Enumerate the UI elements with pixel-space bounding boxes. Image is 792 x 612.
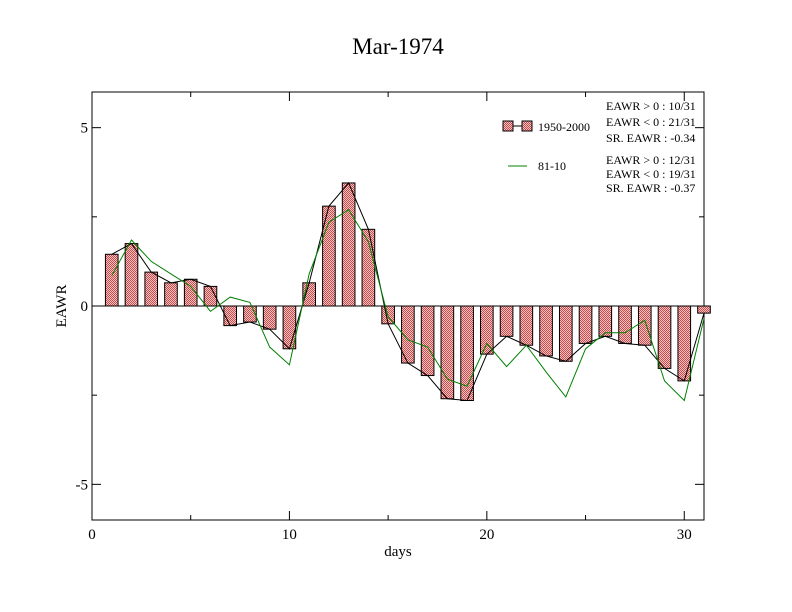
legend-label-1950-2000: 1950-2000 [538, 120, 590, 134]
bar-series-connector-line [111, 182, 705, 402]
line-series-81-10-path [111, 209, 705, 402]
bar-day-3 [144, 271, 159, 307]
bar-day-17 [420, 305, 435, 377]
bar-day-31 [697, 305, 711, 314]
axis-tick-labels: 0 10 20 30 -5 0 5 [76, 121, 692, 543]
bar-day-13 [341, 182, 356, 307]
x-tick-label: 0 [88, 527, 96, 543]
bar-day-25 [578, 305, 593, 344]
legend-swatch-bar [502, 120, 514, 132]
x-tick-label: 10 [282, 527, 297, 543]
stat-line: EAWR < 0 : 19/31 [606, 167, 696, 181]
x-tick-label: 20 [479, 527, 494, 543]
bar-day-18 [440, 305, 455, 400]
chart-title: Mar-1974 [352, 34, 444, 59]
stat-line: EAWR < 0 : 21/31 [606, 115, 696, 129]
bar-day-29 [657, 305, 672, 369]
bar-day-14 [361, 228, 376, 307]
axis-ticks [91, 92, 704, 520]
legend-label-81-10: 81-10 [538, 159, 566, 173]
bar-day-12 [322, 205, 336, 307]
bar-day-20 [480, 305, 494, 355]
legend-entry-81-10: 81-10 EAWR > 0 : 12/31 EAWR < 0 : 19/31 … [508, 153, 696, 195]
bar-day-28 [637, 305, 652, 346]
bar-series-1950-2000 [104, 182, 711, 402]
x-axis-label: days [384, 544, 412, 560]
stat-line: SR. EAWR : -0.34 [606, 131, 695, 145]
bar-day-9 [262, 305, 277, 330]
bar-day-4 [164, 282, 178, 307]
y-tick-label: 5 [81, 121, 89, 137]
y-tick-label: 0 [81, 299, 89, 315]
stat-line: SR. EAWR : -0.37 [606, 181, 695, 195]
bar-day-22 [519, 305, 534, 346]
bar-day-26 [598, 305, 613, 337]
bar-day-30 [677, 305, 692, 382]
stat-line: EAWR > 0 : 10/31 [606, 99, 696, 113]
stat-line: EAWR > 0 : 12/31 [606, 153, 696, 167]
line-series-81-10 [111, 209, 705, 402]
legend-entry-1950-2000: 1950-2000 EAWR > 0 : 10/31 EAWR < 0 : 21… [502, 99, 696, 145]
bar-day-23 [539, 305, 553, 357]
legend-swatch-bar [521, 120, 533, 132]
bar-day-8 [243, 305, 257, 323]
bar-day-24 [558, 305, 573, 362]
bar-day-27 [618, 305, 632, 344]
bar-day-2 [124, 243, 139, 307]
y-axis-label: EAWR [54, 285, 70, 328]
y-tick-label: -5 [76, 477, 89, 493]
x-tick-label: 30 [677, 527, 692, 543]
bar-day-21 [499, 305, 514, 337]
legend: 1950-2000 EAWR > 0 : 10/31 EAWR < 0 : 21… [502, 99, 696, 195]
bar-day-1 [104, 253, 119, 307]
